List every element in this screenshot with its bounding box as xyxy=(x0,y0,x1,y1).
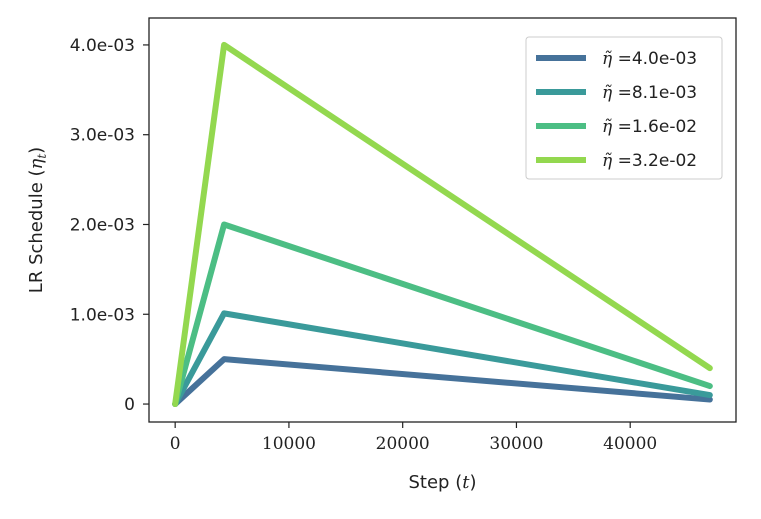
y-tick-label-3: 2.0e-03 xyxy=(70,215,135,235)
legend-label-3: η̃ =1.6e-02 xyxy=(602,117,697,137)
y-axis-label: LR Schedule (ηt) xyxy=(26,147,49,293)
legend-label-1: η̃ =4.0e-03 xyxy=(602,49,697,69)
x-tick-label-4: 30000 xyxy=(489,434,543,454)
y-tick-label-5: 4.0e-03 xyxy=(70,36,135,56)
x-axis: 0 10000 20000 30000 40000 xyxy=(170,422,657,454)
legend-items: η̃ =4.0e-03 η̃ =8.1e-03 η̃ =1.6e-02 η̃ =3.2… xyxy=(536,49,697,171)
x-tick-label-5: 40000 xyxy=(603,434,657,454)
legend-box xyxy=(525,36,723,180)
x-tick-label-1: 0 xyxy=(170,434,181,454)
series-line-4 xyxy=(172,41,713,408)
series-lines xyxy=(172,41,713,408)
x-tick-label-3: 20000 xyxy=(376,434,430,454)
x-axis-label: Step (t) xyxy=(409,472,477,493)
y-tick-label-1: 0 xyxy=(124,395,135,415)
plot-frame xyxy=(148,17,737,423)
series-line-2 xyxy=(172,310,713,408)
legend-item-1: η̃ =4.0e-03 xyxy=(536,49,697,69)
legend-item-2: η̃ =8.1e-03 xyxy=(536,83,697,103)
series-line-1 xyxy=(172,356,713,408)
legend-item-4: η̃ =3.2e-02 xyxy=(536,151,697,171)
legend-item-3: η̃ =1.6e-02 xyxy=(536,117,697,137)
x-tick-label-2: 10000 xyxy=(262,434,316,454)
series-line-3 xyxy=(172,221,713,408)
legend-label-2: η̃ =8.1e-03 xyxy=(602,83,697,103)
y-tick-label-4: 3.0e-03 xyxy=(70,126,135,146)
y-axis: 0 1.0e-03 2.0e-03 3.0e-03 4.0e-03 xyxy=(70,36,149,415)
legend: η̃ =4.0e-03 η̃ =8.1e-03 η̃ =1.6e-02 η̃ =3.2… xyxy=(525,36,723,180)
y-tick-label-2: 1.0e-03 xyxy=(70,305,135,325)
legend-label-4: η̃ =3.2e-02 xyxy=(602,151,697,171)
